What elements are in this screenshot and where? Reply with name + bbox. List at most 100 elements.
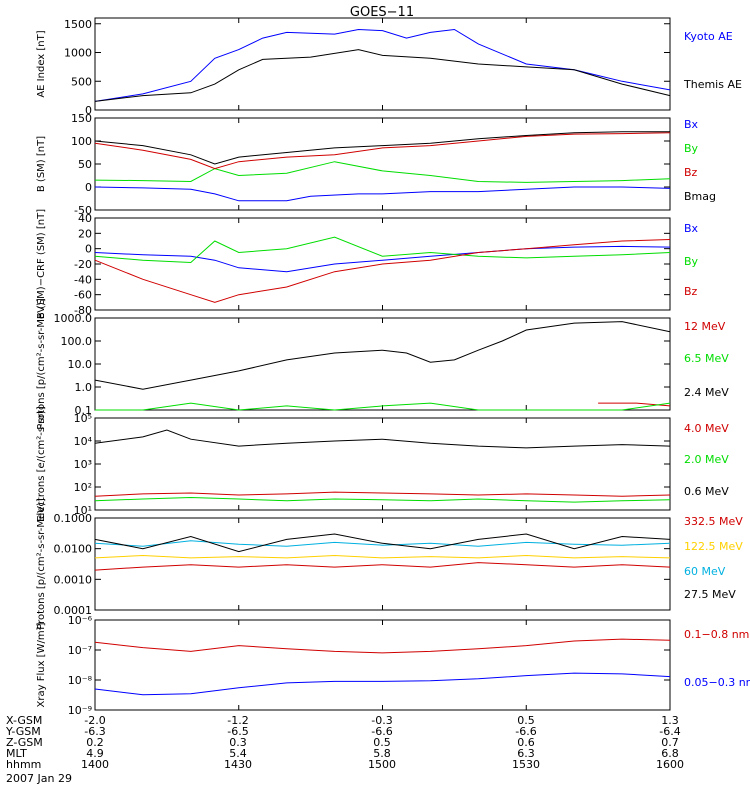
legend-label: 4.0 MeV xyxy=(684,422,729,435)
y-axis-label: Protons [p/(cm²-s-sr-MeV)] xyxy=(36,498,47,630)
series-line-3-1 xyxy=(94,245,671,273)
series-line-6-2 xyxy=(94,554,671,559)
footer-value: -6.3 xyxy=(84,725,105,738)
legend-label: 2.4 MeV xyxy=(684,386,729,399)
y-tick-label: -40 xyxy=(74,273,92,286)
series-line-5-3 xyxy=(94,429,671,449)
series-line-2-2 xyxy=(94,161,671,183)
footer-value: -1.2 xyxy=(227,714,248,727)
footer-value: -6.6 xyxy=(515,725,536,738)
y-axis-label: Protons [p/(cm²-s-sr-MeV)] xyxy=(36,298,47,430)
y-axis-label: Electrons [e/(cm²-s-sr)] xyxy=(36,406,47,522)
panel-frame xyxy=(94,619,671,711)
footer-value: 1600 xyxy=(656,758,684,771)
y-tick-label: 10⁵ xyxy=(74,412,92,425)
y-tick-label: 40 xyxy=(78,212,92,225)
y-axis-label: B (SM) [nT] xyxy=(36,136,47,192)
series-line-6-3 xyxy=(94,540,671,547)
footer-value: 1.3 xyxy=(661,714,679,727)
series-line-2-3 xyxy=(94,132,671,170)
y-tick-label: 100.0 xyxy=(61,335,93,348)
footer-value: 0.3 xyxy=(229,736,247,749)
y-tick-label: 0 xyxy=(85,181,92,194)
y-tick-label: 10⁻⁶ xyxy=(68,614,93,627)
y-tick-label: 10¹ xyxy=(74,504,92,517)
y-tick-label: 10³ xyxy=(74,458,92,471)
y-tick-label: -80 xyxy=(74,304,92,317)
footer-value: 0.2 xyxy=(86,736,104,749)
footer-value: 5.8 xyxy=(373,747,391,760)
legend-label: Themis AE xyxy=(683,78,742,91)
y-tick-label: 0 xyxy=(85,243,92,256)
legend-label: Kyoto AE xyxy=(684,30,733,43)
series-line-7-1 xyxy=(94,638,671,654)
panel-6: 0.0001 0.0010 0.0100 0.1000 Protons [p/(cm²-… xyxy=(36,498,743,630)
panel-7: 10⁻⁹ 10⁻⁸ 10⁻⁷ 10⁻⁶ Xray Flux [W/m²] 0.1−0.8 … xyxy=(36,614,750,717)
legend-label: 6.5 MeV xyxy=(684,352,729,365)
footer-value: -0.3 xyxy=(371,714,392,727)
panel-3: -80 -60 -40 -20 0 20 40 B (SM)−CRF (SM) [nT] Bx B… xyxy=(36,209,699,319)
y-tick-label: 1000.0 xyxy=(54,312,93,325)
series-line-6-1 xyxy=(94,562,671,571)
y-tick-label: 10² xyxy=(74,481,92,494)
footer-value: 5.4 xyxy=(229,747,247,760)
y-tick-label: 10.0 xyxy=(68,358,93,371)
legend-label: 0.1−0.8 nm xyxy=(684,628,749,641)
legend-label: 12 MeV xyxy=(684,320,726,333)
footer-value: 0.6 xyxy=(517,736,535,749)
series-line-5-2 xyxy=(94,496,671,503)
footer-value: 1400 xyxy=(81,758,109,771)
y-tick-label: 0 xyxy=(85,104,92,117)
footer-value: -2.0 xyxy=(84,714,105,727)
y-tick-label: -50 xyxy=(74,204,92,217)
series-line-1-2 xyxy=(94,49,671,102)
panel-frame xyxy=(94,17,671,111)
footer-value: 4.9 xyxy=(86,747,104,760)
legend-label: Bmag xyxy=(684,190,716,203)
panel-2: -50 0 50 100 150 B (SM) [nT] Bx By Bz Bmag xyxy=(36,112,716,217)
series-line-4-2 xyxy=(95,402,671,411)
y-tick-label: 0.0100 xyxy=(54,543,93,556)
legend-label: 0.6 MeV xyxy=(684,485,729,498)
legend-label: Bx xyxy=(684,118,699,131)
y-tick-label: 1.0 xyxy=(75,381,93,394)
legend-label: 332.5 MeV xyxy=(684,515,743,528)
y-axis-label: Xray Flux [W/m²] xyxy=(36,622,47,707)
legend-label: 27.5 MeV xyxy=(684,588,736,601)
legend-label: Bx xyxy=(684,222,699,235)
legend-label: By xyxy=(684,142,699,155)
series-line-3-2 xyxy=(94,236,671,264)
footer-row-label: Z-GSM xyxy=(6,736,43,749)
legend-label: Bz xyxy=(684,285,698,298)
series-line-4-3 xyxy=(94,321,671,390)
series-line-5-1 xyxy=(94,491,671,497)
y-tick-label: 100 xyxy=(71,135,92,148)
y-tick-label: 10⁻⁷ xyxy=(68,644,92,657)
y-axis-label: AE Index [nT] xyxy=(36,30,47,97)
y-tick-label: 10⁻⁸ xyxy=(68,674,93,687)
legend-label: 0.05−0.3 nm xyxy=(684,676,750,689)
panel-frame xyxy=(94,117,671,211)
panel-frame xyxy=(94,417,671,511)
y-tick-label: 0.1000 xyxy=(54,512,93,525)
panel-frame xyxy=(94,517,671,611)
series-line-2-1 xyxy=(94,186,671,202)
legend-label: 122.5 MeV xyxy=(684,540,743,553)
footer-value: 0.5 xyxy=(373,736,391,749)
y-tick-label: -20 xyxy=(74,258,92,271)
panel-5: 10¹ 10² 10³ 10⁴ 10⁵ Electrons [e/(cm²-s-sr)] 4… xyxy=(36,406,729,522)
y-tick-label: 20 xyxy=(78,227,92,240)
footer-value: -6.6 xyxy=(371,725,392,738)
footer-value: 6.8 xyxy=(661,747,679,760)
series-line-6-4 xyxy=(94,533,671,553)
y-tick-label: 10⁻⁹ xyxy=(68,704,92,717)
legend-label: 60 MeV xyxy=(684,565,726,578)
ephemeris-footer: X-GSM -2.0 -1.2 -0.3 0.5 1.3 Y-GSM -6.3 -6.5 -6.6… xyxy=(5,714,684,785)
footer-value: 1430 xyxy=(224,758,252,771)
footer-row-label: Y-GSM xyxy=(5,725,41,738)
y-tick-label: 0.0010 xyxy=(54,573,93,586)
panel-4: 0.1 1.0 10.0 100.0 1000.0 Protons [p/(cm²-s-s… xyxy=(36,298,729,430)
series-line-7-2 xyxy=(94,672,671,696)
